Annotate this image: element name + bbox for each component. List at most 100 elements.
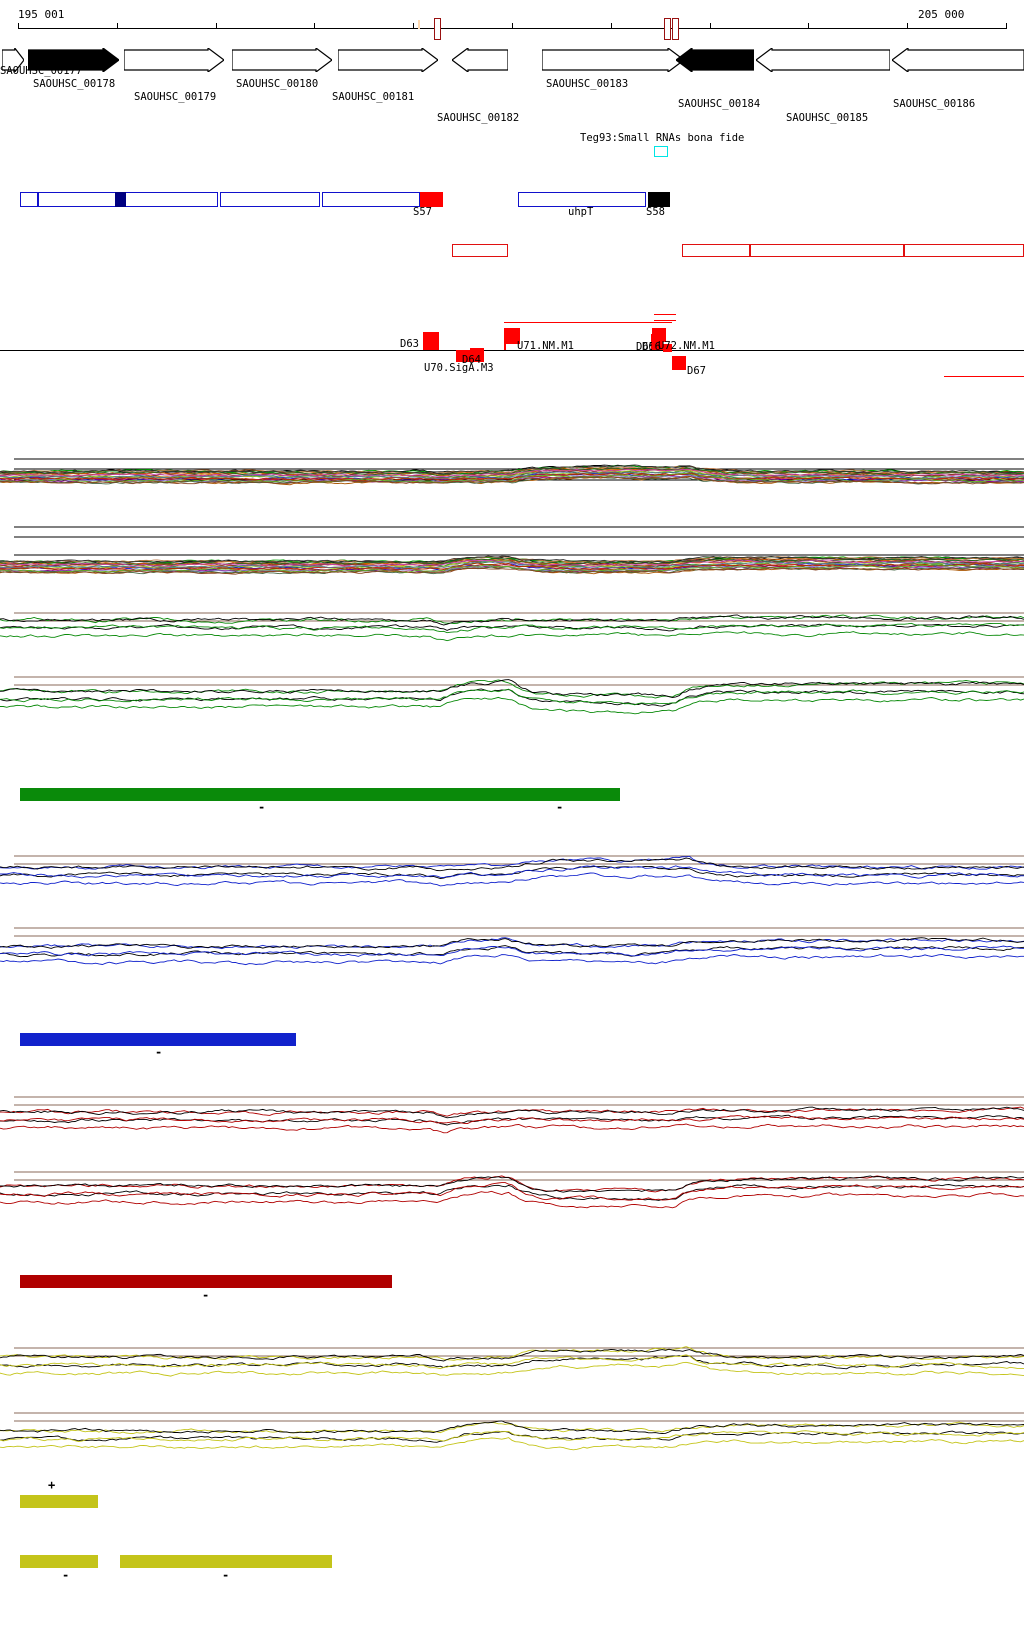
tx-block-4[interactable] xyxy=(322,192,420,207)
wiggle-panel-olive-1[interactable] xyxy=(0,1330,1024,1390)
marker-box-2[interactable] xyxy=(664,18,671,40)
tx-block-2[interactable] xyxy=(38,192,218,207)
feature-line-right xyxy=(944,376,1024,378)
summary-bar-red[interactable] xyxy=(20,1275,392,1288)
feature-u70-siga-m3-label: U70.SigA.M3 xyxy=(424,362,494,374)
feature-d66-label: D66 xyxy=(642,341,661,353)
feature-u72-nm-m1-label: U72.NM.M1 xyxy=(658,340,715,352)
feature-d63-glyph[interactable] xyxy=(423,332,439,350)
summary-bar-olive-1-sign-0: + xyxy=(48,1478,56,1492)
summary-bar-red-sign-0: - xyxy=(202,1288,210,1302)
wiggle-panel-red-1[interactable] xyxy=(0,1085,1024,1145)
feature-u71-nm-m1-label: U71.NM.M1 xyxy=(517,340,574,352)
gene-saouhsc_00185[interactable] xyxy=(756,48,890,72)
gene-saouhsc_00186[interactable] xyxy=(892,48,1024,72)
ruler-tick xyxy=(215,23,217,29)
feature-d64-glyph[interactable] xyxy=(470,348,484,362)
feature-u71-nm-m1-arrow xyxy=(504,328,520,344)
summary-bar-olive-3[interactable] xyxy=(120,1555,332,1568)
gene-label-saouhsc_00178: SAOUHSC_00178 xyxy=(33,78,116,90)
wiggle-panel-green-1[interactable] xyxy=(0,595,1024,650)
redbox-3[interactable] xyxy=(750,244,904,257)
summary-bar-blue-sign-0: - xyxy=(155,1045,163,1059)
ruler-tick xyxy=(314,23,316,29)
feature-d67-glyph[interactable] xyxy=(672,356,686,370)
gene-saouhsc_00179[interactable] xyxy=(124,48,224,72)
wiggle-panel-olive-2[interactable] xyxy=(0,1395,1024,1475)
gene-saouhsc_00178[interactable] xyxy=(28,48,119,72)
gene-label-saouhsc_00185: SAOUHSC_00185 xyxy=(786,112,869,124)
feature-u70-siga-m3-arrow xyxy=(456,350,474,362)
summary-bar-olive-1[interactable] xyxy=(20,1495,98,1508)
gene-saouhsc_00177[interactable] xyxy=(2,48,24,72)
summary-bar-olive-2[interactable] xyxy=(20,1555,98,1568)
gene-label-saouhsc_00180: SAOUHSC_00180 xyxy=(236,78,319,90)
gene-label-saouhsc_00186: SAOUHSC_00186 xyxy=(893,98,976,110)
feature-baseline xyxy=(0,350,1024,351)
gene-label-saouhsc_00184: SAOUHSC_00184 xyxy=(678,98,761,110)
tx-block-5[interactable] xyxy=(518,192,646,207)
ruler-start-label: 195 001 xyxy=(18,8,65,21)
tx-fill-s57[interactable] xyxy=(420,192,443,207)
ruler-tick xyxy=(1006,23,1007,29)
feature-d64-label: D64 xyxy=(462,354,481,366)
ruler-tick xyxy=(512,23,513,29)
srna-label: Teg93:Small RNAs bona fide xyxy=(580,132,745,144)
operon-box-track[interactable] xyxy=(0,240,1024,266)
gene-annotation-track[interactable]: SAOUHSC_00177 SAOUHSC_00178 SAOUHSC_00179 S… xyxy=(0,40,1024,130)
tx-label-s58: S58 xyxy=(646,206,665,218)
redbox-2[interactable] xyxy=(682,244,750,257)
coordinate-ruler[interactable]: 195 001 205 000 xyxy=(0,0,1024,40)
gene-saouhsc_00181[interactable] xyxy=(338,48,438,72)
tx-block-3[interactable] xyxy=(220,192,320,207)
feature-d66-glyph[interactable] xyxy=(663,344,672,352)
gene-saouhsc_00180[interactable] xyxy=(232,48,332,72)
gene-saouhsc_00182[interactable] xyxy=(452,48,508,72)
gene-saouhsc_00184[interactable] xyxy=(676,48,754,72)
ruler-tick xyxy=(808,23,810,29)
marker-box-1[interactable] xyxy=(434,18,441,40)
ruler-tick xyxy=(610,23,612,29)
ruler-end-label: 205 000 xyxy=(918,8,965,21)
marker-box-3[interactable] xyxy=(672,18,679,40)
wiggle-panel-multi-1[interactable] xyxy=(0,425,1024,500)
wiggle-panel-multi-2[interactable] xyxy=(0,515,1024,590)
wiggle-panel-blue-1[interactable] xyxy=(0,840,1024,900)
feature-line-u71 xyxy=(504,322,672,324)
tx-label-s57: S57 xyxy=(413,206,432,218)
wiggle-panel-green-2[interactable] xyxy=(0,655,1024,735)
ruler-tick xyxy=(907,23,909,29)
summary-bar-green[interactable] xyxy=(20,788,620,801)
wiggle-panel-blue-2[interactable] xyxy=(0,910,1024,990)
gene-label-saouhsc_00183: SAOUHSC_00183 xyxy=(546,78,629,90)
summary-bar-blue[interactable] xyxy=(20,1033,296,1046)
summary-bar-olive-3-sign-0: - xyxy=(222,1568,230,1582)
ruler-tick xyxy=(709,23,711,29)
summary-bar-green-sign-0: - xyxy=(258,800,266,814)
tx-label-uhpt: uhpT xyxy=(568,206,594,218)
redbox-1[interactable] xyxy=(452,244,508,257)
tx-fill-s58[interactable] xyxy=(648,192,670,207)
gene-label-saouhsc_00181: SAOUHSC_00181 xyxy=(332,91,415,103)
gene-saouhsc_00183[interactable] xyxy=(542,48,684,72)
feature-line-u72b xyxy=(654,320,676,322)
gene-label-saouhsc_00179: SAOUHSC_00179 xyxy=(134,91,217,103)
ruler-tick xyxy=(116,23,118,29)
transcript-track[interactable]: S57 uhpT S58 xyxy=(0,186,1024,226)
srna-feature-box[interactable] xyxy=(654,146,668,157)
redbox-4[interactable] xyxy=(904,244,1024,257)
feature-d67-label: D67 xyxy=(687,365,706,377)
tx-fill-navy[interactable] xyxy=(115,192,126,207)
feature-d63-label: D63 xyxy=(400,338,419,350)
feature-line-u72a xyxy=(654,314,676,316)
ruler-tick xyxy=(413,23,415,29)
small-rna-track[interactable]: Teg93:Small RNAs bona fide xyxy=(0,132,1024,164)
gene-label-saouhsc_00182: SAOUHSC_00182 xyxy=(437,112,520,124)
summary-bar-olive-2-sign-0: - xyxy=(62,1568,70,1582)
feature-u72-nm-m1-arrow xyxy=(652,328,666,342)
tx-block-1[interactable] xyxy=(20,192,38,207)
ruler-mini-marker xyxy=(418,20,420,29)
ruler-tick xyxy=(18,23,19,29)
wiggle-panel-red-2[interactable] xyxy=(0,1150,1024,1230)
